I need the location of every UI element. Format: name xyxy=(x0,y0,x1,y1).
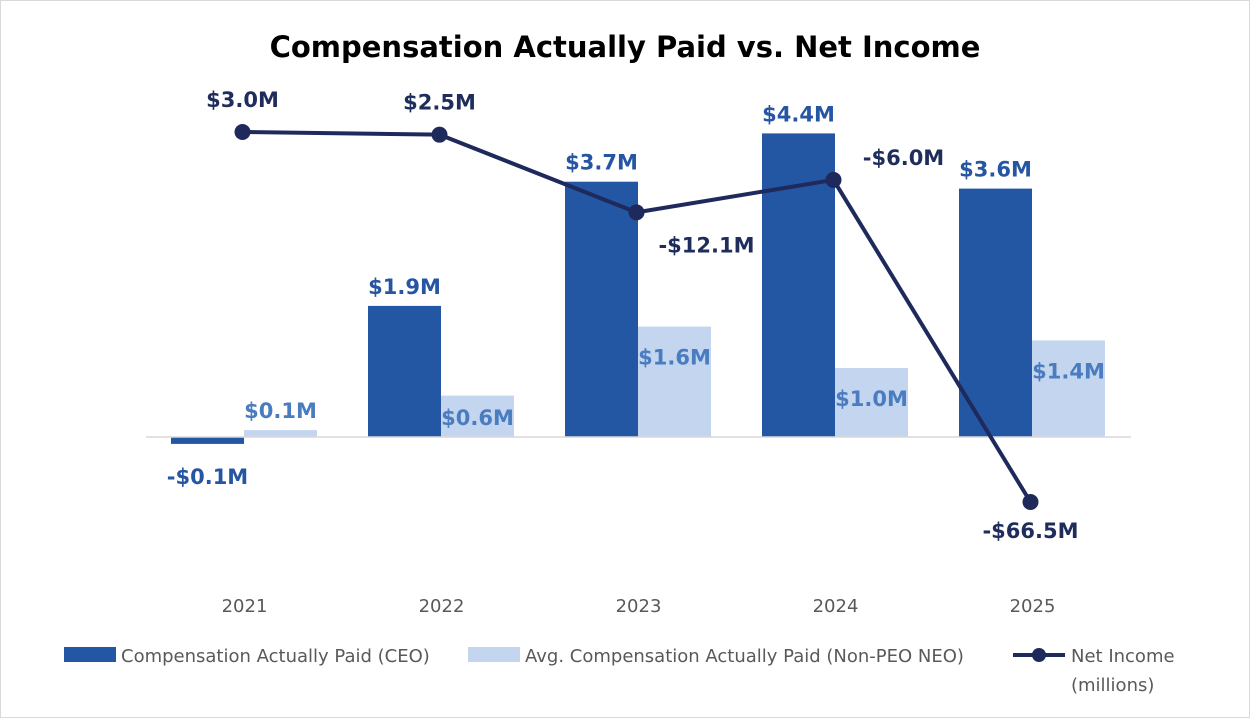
data-labels-layer: -$0.1M $0.1M $1.9M $0.6M $3.7M $1.6M $4.4M $1.0… xyxy=(167,88,1105,543)
data-label-neo-2021: $0.1M xyxy=(244,399,317,423)
legend-label-ceo: Compensation Actually Paid (CEO) xyxy=(121,646,430,667)
bar-neo-2023 xyxy=(638,326,711,437)
bar-ceo-2021 xyxy=(171,437,244,444)
net-income-point-2022 xyxy=(431,126,448,143)
data-label-ceo-2022: $1.9M xyxy=(368,275,441,299)
net-income-point-2023 xyxy=(628,204,645,221)
legend-label-net-income-line2: (millions) xyxy=(1071,675,1154,696)
legend-label-neo: Avg. Compensation Actually Paid (Non-PEO… xyxy=(525,646,964,667)
x-tick-2022: 2022 xyxy=(419,596,465,617)
data-label-neo-2025: $1.4M xyxy=(1032,359,1105,383)
x-tick-2023: 2023 xyxy=(616,596,662,617)
data-label-net-income-2025: -$66.5M xyxy=(982,519,1078,543)
bar-ceo-2024 xyxy=(762,133,835,437)
data-label-ceo-2023: $3.7M xyxy=(565,151,638,175)
x-tick-labels: 2021 2022 2023 2024 2025 xyxy=(222,596,1056,617)
bar-ceo-2025 xyxy=(959,188,1032,437)
data-label-net-income-2023: -$12.1M xyxy=(658,233,754,257)
legend-swatch-neo xyxy=(468,647,520,662)
net-income-line-layer xyxy=(234,124,1039,510)
bar-ceo-2022 xyxy=(368,305,441,437)
legend-swatch-ceo xyxy=(64,647,116,662)
bar-neo-2024 xyxy=(835,368,908,437)
legend-label-net-income-line1: Net Income xyxy=(1071,646,1175,667)
data-label-net-income-2021: $3.0M xyxy=(206,88,279,112)
x-tick-2024: 2024 xyxy=(813,596,859,617)
legend-marker-net-income xyxy=(1032,648,1046,662)
data-label-net-income-2024: -$6.0M xyxy=(863,146,944,170)
bar-neo-2022 xyxy=(441,395,514,437)
data-label-neo-2023: $1.6M xyxy=(638,346,711,370)
data-label-net-income-2022: $2.5M xyxy=(403,91,476,115)
bar-ceo-2023 xyxy=(565,181,638,437)
bar-neo-2025 xyxy=(1032,340,1105,437)
data-label-ceo-2021: -$0.1M xyxy=(167,465,248,489)
data-label-neo-2024: $1.0M xyxy=(835,387,908,411)
data-label-ceo-2025: $3.6M xyxy=(959,158,1032,182)
x-tick-2025: 2025 xyxy=(1010,596,1056,617)
net-income-point-2025 xyxy=(1022,494,1039,510)
legend: Compensation Actually Paid (CEO) Avg. Co… xyxy=(64,646,1175,696)
net-income-point-2021 xyxy=(234,124,251,140)
data-label-neo-2022: $0.6M xyxy=(441,406,514,430)
chart-title: Compensation Actually Paid vs. Net Incom… xyxy=(270,30,981,64)
bar-neo-2021 xyxy=(244,430,317,437)
x-tick-2021: 2021 xyxy=(222,596,268,617)
net-income-point-2024 xyxy=(825,171,842,188)
data-label-ceo-2024: $4.4M xyxy=(762,102,835,126)
